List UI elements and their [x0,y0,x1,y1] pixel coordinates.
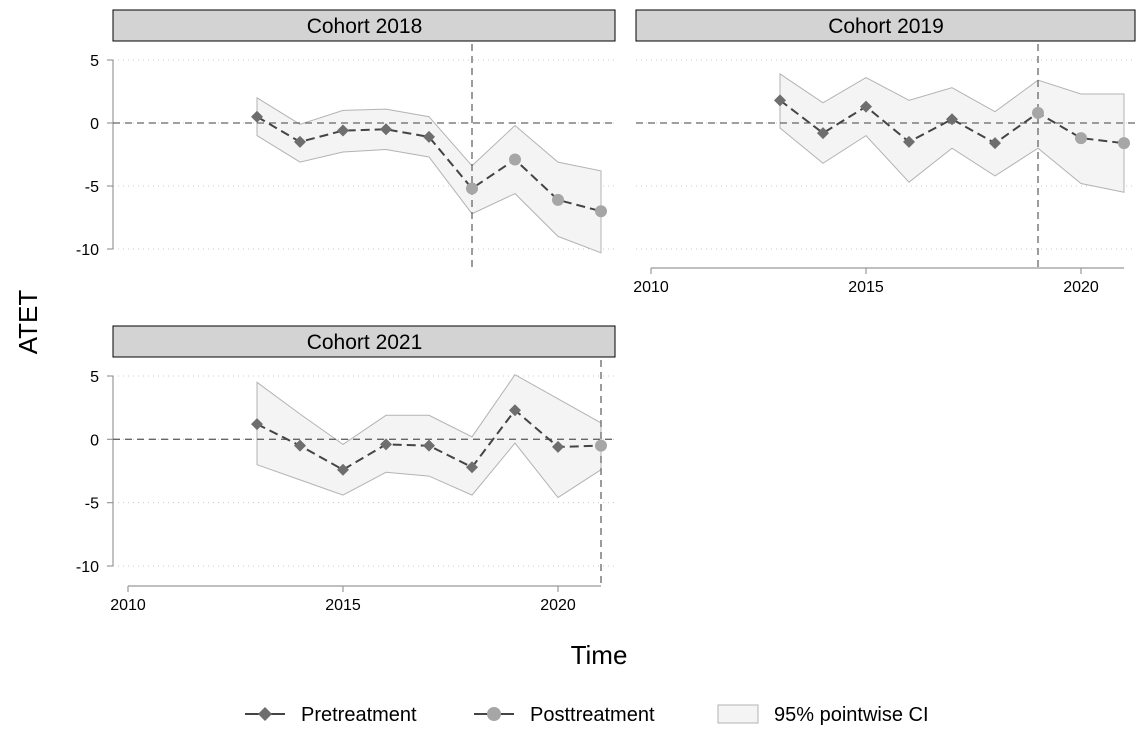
pretreatment-point [294,439,306,452]
estimate-line [779,99,1125,145]
panel-cohort-2021: Cohort 2021 5 0 -5 -10 2010 2015 2020 [76,325,616,614]
pretreatment-point [552,440,564,453]
pretreatment-point [251,418,263,431]
x-tick-label: 2010 [110,597,146,614]
x-tick-label: 2015 [325,597,361,614]
y-tick-label: -5 [85,179,99,196]
pretreatment-point [903,135,915,148]
y-axis-title: ATET [13,290,43,355]
x-axis-title: Time [571,640,628,670]
y-tick-label: 0 [90,116,99,133]
x-tick-label: 2015 [848,279,884,296]
pretreatment-point [989,137,1001,150]
pretreatment-point [380,438,392,451]
panel-cohort-2019: Cohort 2019 2010 2015 2020 [633,9,1136,296]
estimate-line [256,115,602,213]
posttreatment-point [509,153,521,166]
posttreatment-point [1075,132,1087,145]
pretreatment-point [337,124,349,137]
legend-circle-marker [487,707,501,721]
panel-title: Cohort 2018 [307,15,423,38]
posttreatment-point [595,205,607,218]
pretreatment-point [466,461,478,474]
legend-label: Posttreatment [530,704,655,726]
panel-strip [112,325,616,358]
y-tick-label: -10 [76,242,99,259]
pretreatment-point [860,100,872,113]
pretreatment-point [509,404,521,417]
pretreatment-point [337,463,349,476]
posttreatment-point [552,193,564,206]
posttreatment-point [1118,137,1130,150]
pretreatment-point [423,439,435,452]
legend-label: Pretreatment [301,704,417,726]
y-tick-label: 5 [90,369,99,386]
legend-item: Pretreatment [245,704,417,726]
panel-title: Cohort 2019 [828,15,944,38]
panel-cohort-2018: Cohort 2018 5 0 -5 -10 [76,9,616,270]
x-tick-label: 2020 [540,597,576,614]
ci-band [256,374,602,499]
legend-item: 95% pointwise CI [717,704,929,726]
y-tick-label: -10 [76,559,99,576]
y-tick-label: 5 [90,53,99,70]
pretreatment-point [817,127,829,140]
y-tick-label: 0 [90,432,99,449]
legend-ci-swatch [717,704,759,724]
legend-diamond-marker [258,707,272,721]
pretreatment-point [946,113,958,126]
posttreatment-point [595,439,607,452]
pretreatment-point [251,110,263,123]
ci-band [256,96,602,254]
x-tick-label: 2010 [633,279,669,296]
panel-title: Cohort 2021 [307,331,423,354]
legend-label: 95% pointwise CI [774,704,929,726]
legend: Pretreatment Posttreatment 95% pointwise C… [245,704,929,726]
posttreatment-point [1032,106,1044,119]
pretreatment-point [294,135,306,148]
pretreatment-point [380,123,392,136]
y-tick-label: -5 [85,496,99,513]
legend-item: Posttreatment [474,704,655,726]
x-tick-label: 2020 [1063,279,1099,296]
pretreatment-point [423,130,435,143]
pretreatment-point [774,94,786,107]
panel-strip [112,9,616,42]
panel-strip [635,9,1136,42]
posttreatment-point [466,182,478,195]
